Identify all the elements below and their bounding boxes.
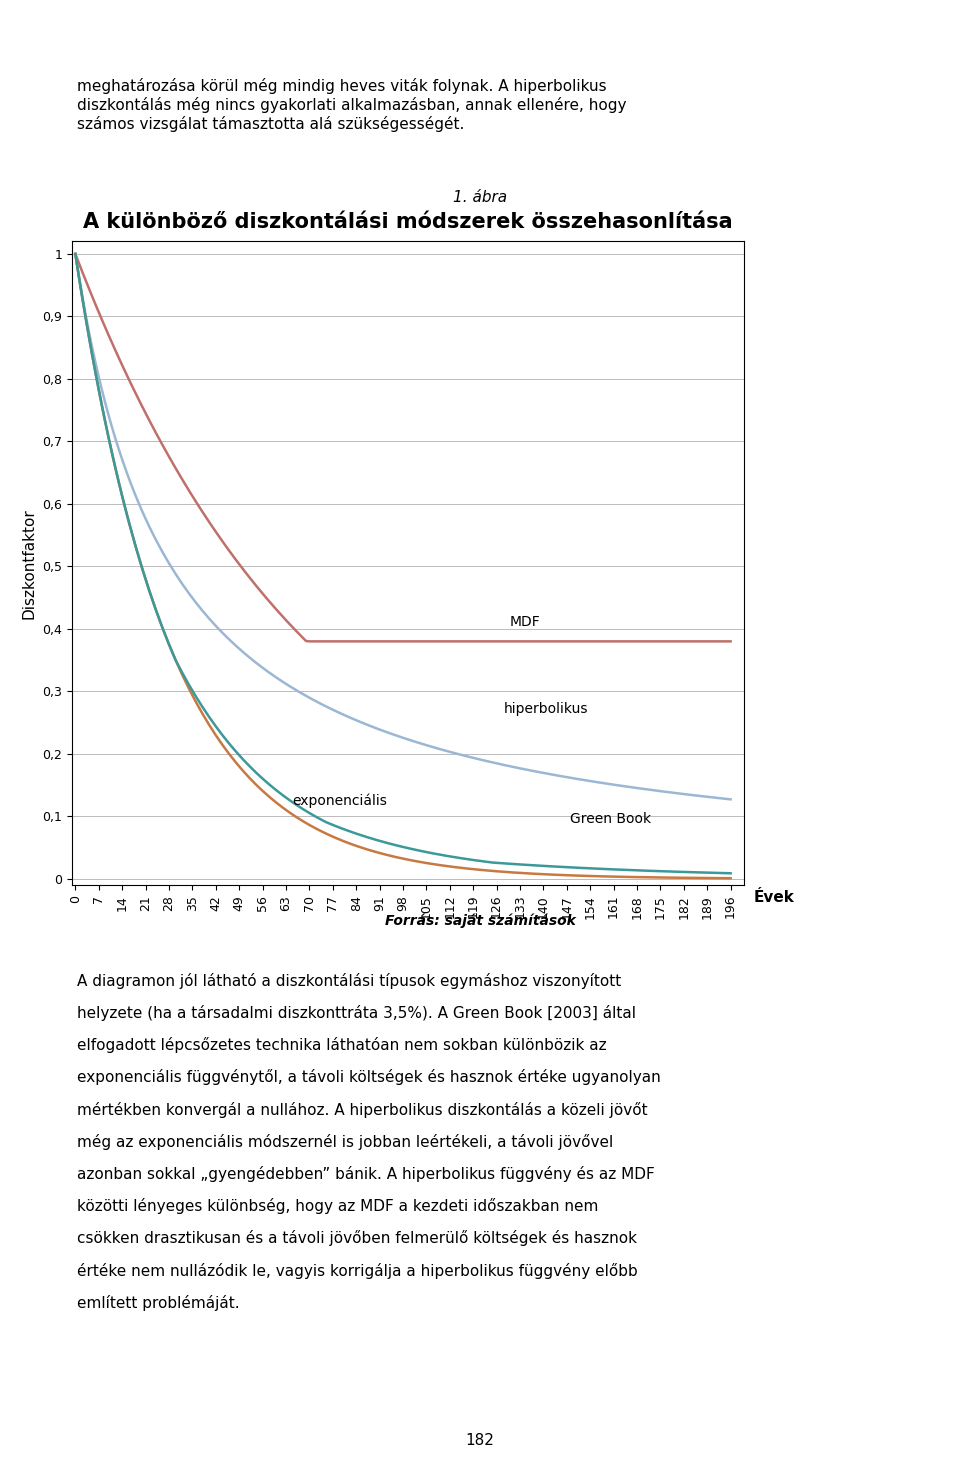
Title: A különböző diszkontálási módszerek összehasonlítása: A különböző diszkontálási módszerek össz… (84, 212, 732, 231)
Text: elfogadott lépcsőzetes technika láthatóan nem sokban különbözik az: elfogadott lépcsőzetes technika láthatóa… (77, 1037, 607, 1053)
Text: meghatározása körül még mindig heves viták folynak. A hiperbolikus
diszkontálás : meghatározása körül még mindig heves vit… (77, 79, 626, 132)
Text: MDF: MDF (510, 614, 540, 629)
Text: Green Book: Green Book (570, 812, 651, 825)
Text: még az exponenciális módszernél is jobban leértékeli, a távoli jövővel: még az exponenciális módszernél is jobba… (77, 1134, 613, 1150)
Text: közötti lényeges különbség, hogy az MDF a kezdeti időszakban nem: közötti lényeges különbség, hogy az MDF … (77, 1198, 598, 1214)
Text: azonban sokkal „gyengédebben” bánik. A hiperbolikus függvény és az MDF: azonban sokkal „gyengédebben” bánik. A h… (77, 1166, 655, 1182)
Text: 1. ábra: 1. ábra (453, 190, 507, 205)
Text: hiperbolikus: hiperbolikus (503, 702, 588, 717)
Text: Forrás: saját számítások: Forrás: saját számítások (385, 913, 575, 928)
Text: csökken drasztikusan és a távoli jövőben felmerülő költségek és hasznok: csökken drasztikusan és a távoli jövőben… (77, 1230, 636, 1246)
Text: említett problémáját.: említett problémáját. (77, 1295, 239, 1311)
Text: A diagramon jól látható a diszkontálási típusok egymáshoz viszonyított: A diagramon jól látható a diszkontálási … (77, 973, 621, 989)
Text: 182: 182 (466, 1434, 494, 1448)
Text: exponenciális: exponenciális (293, 793, 388, 808)
Text: Évek: Évek (754, 890, 795, 904)
Text: exponenciális függvénytől, a távoli költségek és hasznok értéke ugyanolyan: exponenciális függvénytől, a távoli költ… (77, 1069, 660, 1086)
Text: értéke nem nullázódik le, vagyis korrigálja a hiperbolikus függvény előbb: értéke nem nullázódik le, vagyis korrigá… (77, 1263, 637, 1279)
Y-axis label: Diszkontfaktor: Diszkontfaktor (22, 508, 36, 619)
Text: mértékben konvergál a nullához. A hiperbolikus diszkontálás a közeli jövőt: mértékben konvergál a nullához. A hiperb… (77, 1102, 647, 1118)
Text: helyzete (ha a társadalmi diszkonttráta 3,5%). A Green Book [2003] által: helyzete (ha a társadalmi diszkonttráta … (77, 1005, 636, 1021)
